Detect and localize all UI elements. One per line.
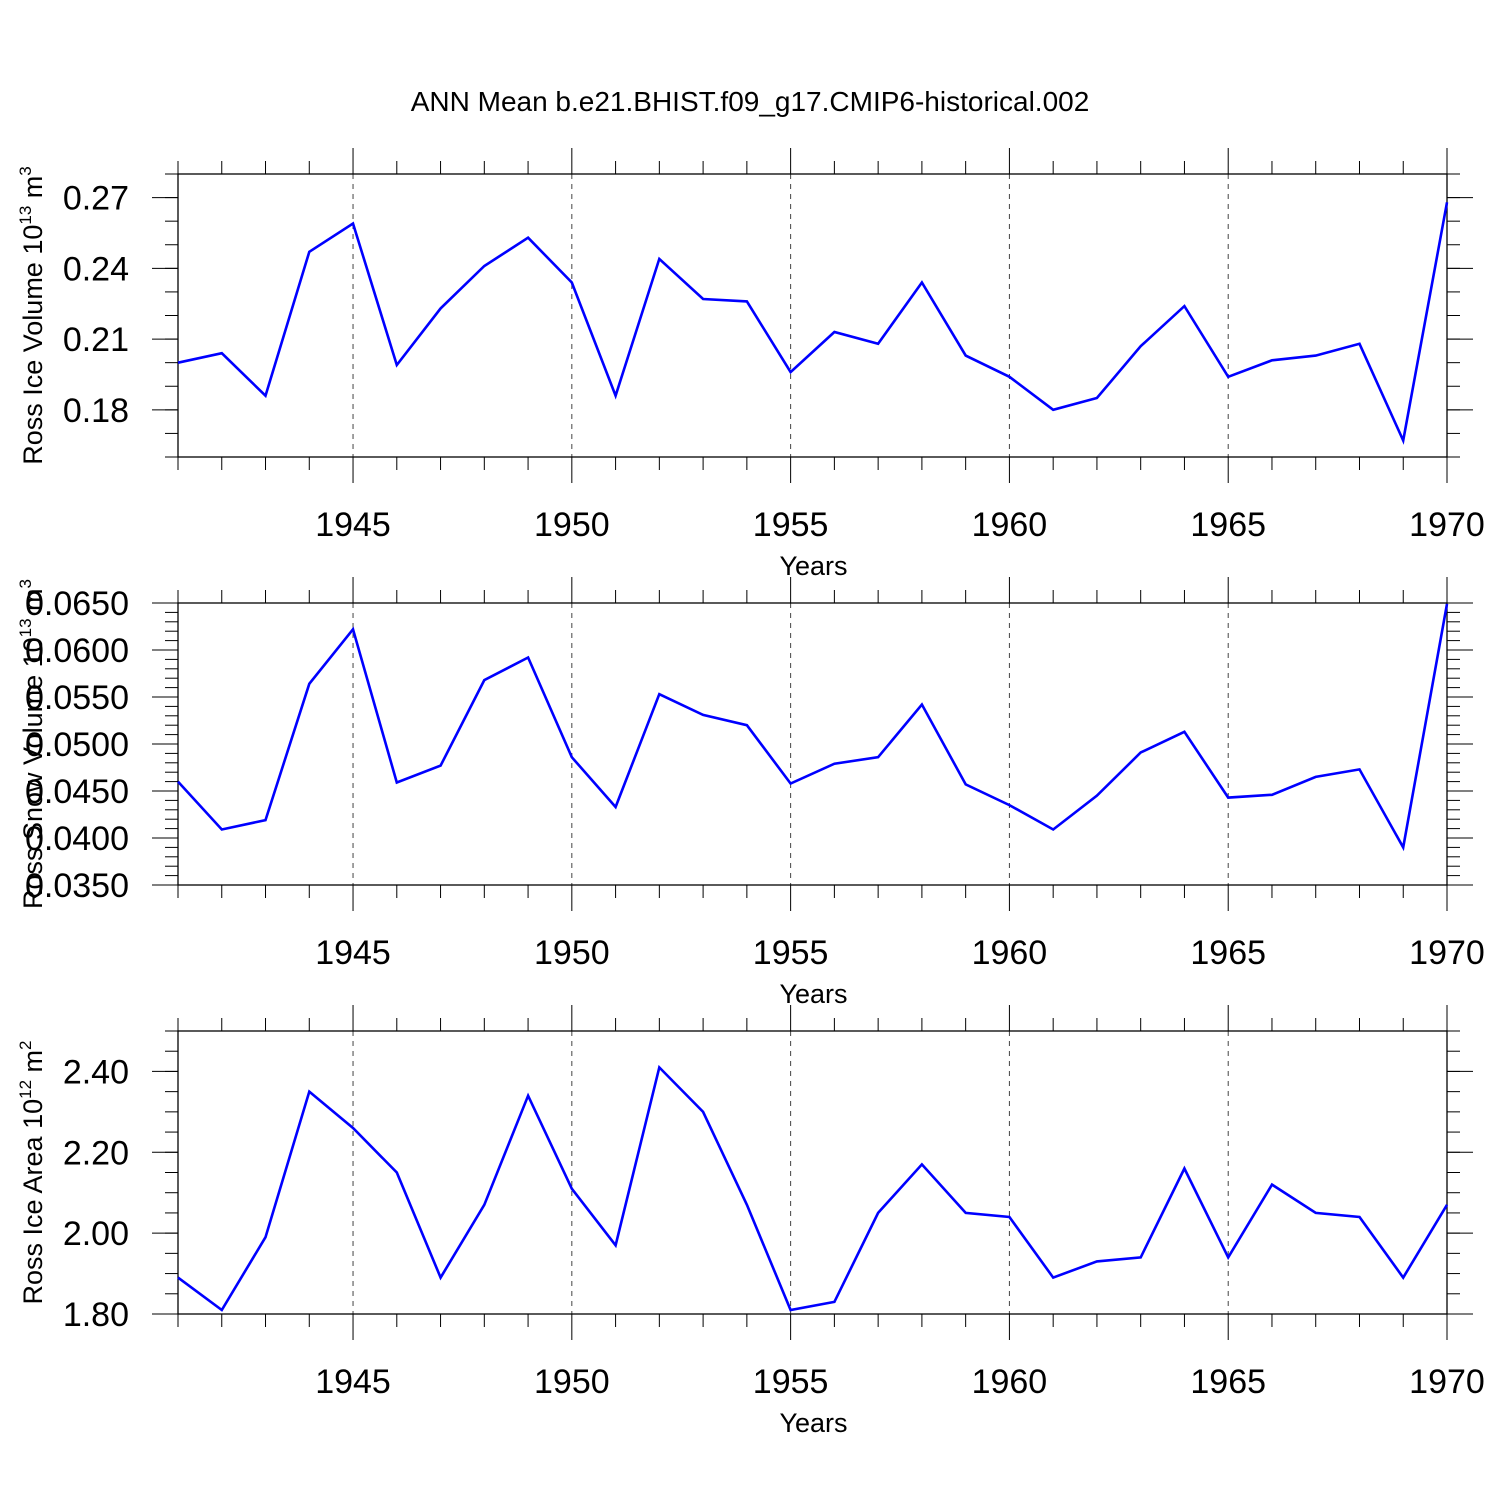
x-tick-label: 1955 xyxy=(753,506,829,544)
y-axis-title: Ross Snow Volume 1013 m3 xyxy=(16,579,48,909)
x-axis-title: Years xyxy=(779,979,847,1009)
y-tick-label: 0.21 xyxy=(63,321,129,359)
plot-frame xyxy=(177,602,1448,886)
panel-3: 1.80 2.00 2.20 2.40 1945 1950 1955 1960 1965 1970… xyxy=(16,1005,1485,1438)
x-tick-label: 1945 xyxy=(315,506,391,544)
chart-title: ANN Mean b.e21.BHIST.f09_g17.CMIP6-histo… xyxy=(411,86,1090,117)
x-tick-label: 1955 xyxy=(753,934,829,972)
y-tick-label: 0.0600 xyxy=(25,632,129,670)
y-tick-label: 0.0500 xyxy=(25,726,129,764)
data-line xyxy=(177,603,1449,852)
panel-1: 0.18 0.21 0.24 0.27 1945 1950 1955 1960 1965 1970… xyxy=(16,148,1485,581)
x-tick-label: 1965 xyxy=(1190,1363,1266,1401)
y-tick-label: 0.0450 xyxy=(25,773,129,811)
x-tick-label: 1965 xyxy=(1190,934,1266,972)
x-axis-title: Years xyxy=(779,1408,847,1438)
y-tick-label: 0.0400 xyxy=(25,820,129,858)
x-tick-label: 1950 xyxy=(534,506,610,544)
x-tick-label: 1945 xyxy=(315,1363,391,1401)
x-tick-label: 1970 xyxy=(1409,1363,1485,1401)
x-tick-label: 1960 xyxy=(972,506,1048,544)
data-line xyxy=(177,202,1449,445)
x-axis-title: Years xyxy=(779,551,847,581)
x-tick-label: 1950 xyxy=(534,1363,610,1401)
y-tick-label: 0.0650 xyxy=(25,585,129,623)
y-tick-label: 0.27 xyxy=(63,180,129,218)
x-tick-label: 1960 xyxy=(972,1363,1048,1401)
x-tick-label: 1965 xyxy=(1190,506,1266,544)
x-tick-label: 1970 xyxy=(1409,506,1485,544)
panel-2: 0.0350 0.0400 0.0450 0.0500 0.0550 0.0600 0.06… xyxy=(16,577,1485,1009)
y-axis-title: Ross Ice Volume 1013 m3 xyxy=(16,166,48,465)
y-tick-label: 0.18 xyxy=(63,392,129,430)
x-tick-label: 1945 xyxy=(315,934,391,972)
plot-frame xyxy=(177,173,1448,458)
x-tick-label: 1970 xyxy=(1409,934,1485,972)
y-tick-label: 0.0550 xyxy=(25,679,129,717)
y-tick-label: 2.00 xyxy=(63,1215,129,1253)
plot-frame xyxy=(177,1030,1448,1315)
y-tick-label: 0.0350 xyxy=(25,867,129,905)
y-tick-label: 2.40 xyxy=(63,1053,129,1091)
y-tick-label: 0.24 xyxy=(63,250,129,288)
y-axis-title: Ross Ice Area 1012 m2 xyxy=(16,1040,48,1304)
x-tick-label: 1950 xyxy=(534,934,610,972)
x-tick-label: 1955 xyxy=(753,1363,829,1401)
y-tick-label: 2.20 xyxy=(63,1134,129,1172)
x-tick-label: 1960 xyxy=(972,934,1048,972)
y-tick-label: 1.80 xyxy=(63,1296,129,1334)
data-line xyxy=(177,1064,1449,1312)
